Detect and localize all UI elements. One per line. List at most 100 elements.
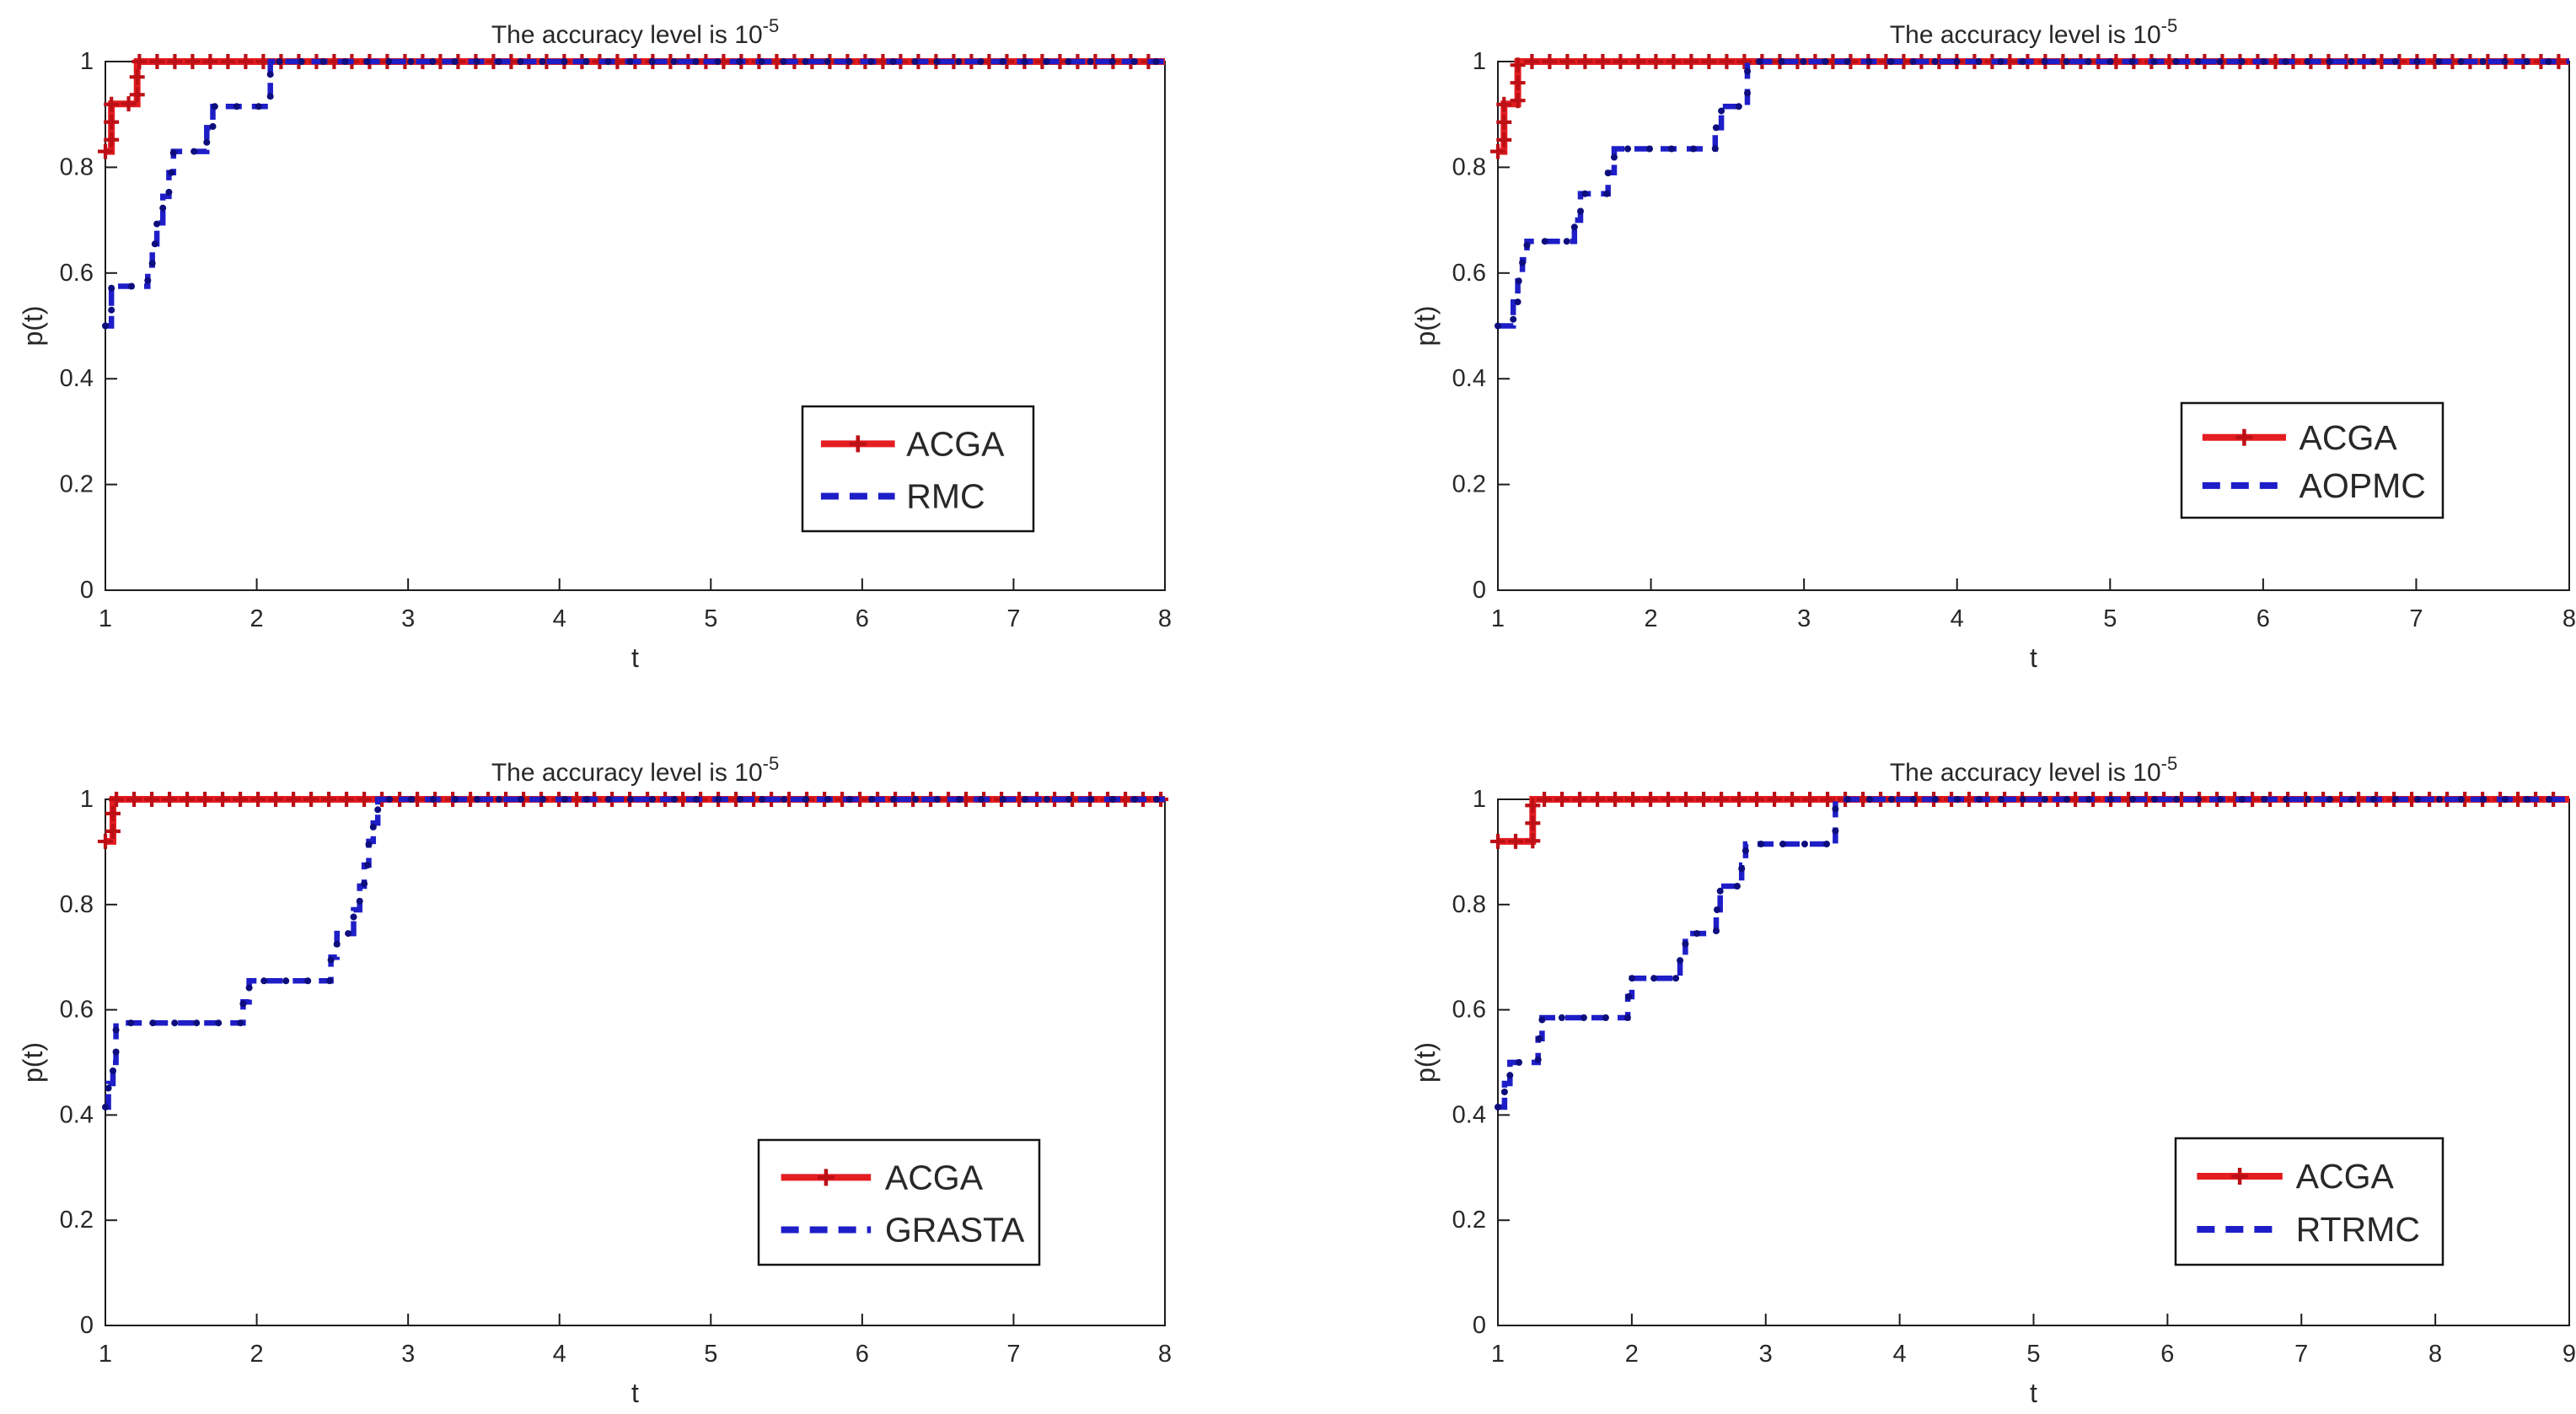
- dot-marker: [495, 58, 502, 65]
- dot-marker: [2546, 796, 2552, 803]
- plus-marker: [1736, 54, 1752, 69]
- plus-marker: [1625, 792, 1641, 807]
- plus-marker: [1537, 792, 1553, 807]
- dot-marker: [266, 93, 274, 100]
- dot-marker: [112, 1026, 120, 1034]
- x-tick-label: 1: [99, 1341, 112, 1368]
- dot-marker: [2239, 796, 2246, 803]
- dot-marker: [977, 58, 985, 65]
- dot-marker: [561, 796, 568, 803]
- y-tick-label: 1: [1473, 786, 1486, 813]
- dot-marker: [1577, 207, 1584, 215]
- y-tick-label: 0.2: [60, 471, 94, 498]
- dot-marker: [350, 913, 357, 921]
- dot-marker: [2502, 796, 2509, 803]
- plus-marker: [126, 792, 142, 807]
- dot-marker: [1778, 58, 1785, 65]
- plot-acga-vs-grasta: 1 2 3 4 5 6 7 8 0 0.2 0.4 0.6 0.8 1 The accuracy level…: [0, 707, 1288, 1414]
- dot-marker: [933, 58, 941, 65]
- y-tick-label: 0.2: [1452, 471, 1486, 498]
- dot-marker: [1733, 883, 1741, 890]
- plot-title: The accuracy level is 10-5: [491, 15, 779, 49]
- dot-marker: [1931, 58, 1939, 65]
- y-tick-label: 0.4: [1452, 1101, 1486, 1128]
- acga-line: [1498, 796, 2569, 845]
- dot-marker: [539, 58, 546, 65]
- plus-marker: [1524, 54, 1540, 69]
- dot-marker: [802, 58, 809, 65]
- dot-marker: [2217, 796, 2224, 803]
- dot-marker: [2523, 58, 2530, 65]
- dot-marker: [780, 58, 787, 65]
- x-tick-label: 6: [856, 1341, 869, 1368]
- plus-marker: [238, 54, 254, 69]
- plus-marker: [1510, 93, 1526, 109]
- dot-marker: [648, 58, 656, 65]
- y-tick-label: 0.8: [1452, 891, 1486, 918]
- dot-marker: [1758, 841, 1764, 847]
- dot-marker: [1087, 796, 1094, 803]
- dot-marker: [2195, 796, 2202, 803]
- dot-marker: [2019, 58, 2026, 65]
- competitor-line: [105, 796, 1165, 1110]
- dot-marker: [474, 796, 480, 803]
- plot-acga-vs-rmc: 1 2 3 4 5 6 7 8 0 0.2 0.4 0.6 0.8 1 The accuracy level…: [0, 0, 1288, 707]
- dot-marker: [2305, 796, 2311, 803]
- plus-marker: [144, 792, 160, 807]
- dot-marker: [1690, 145, 1697, 153]
- dot-marker: [1714, 906, 1720, 913]
- dot-marker: [1623, 1014, 1631, 1021]
- y-axis-label: p(t): [1410, 306, 1441, 347]
- series-rmc: [102, 58, 1165, 330]
- legend: ACGA GRASTA: [757, 1138, 1041, 1266]
- dot-marker: [911, 58, 919, 65]
- dot-marker: [802, 796, 809, 803]
- plus-marker: [1490, 143, 1505, 159]
- plus-marker: [233, 792, 249, 807]
- dot-marker: [715, 796, 722, 803]
- plus-marker: [1510, 75, 1526, 91]
- dot-marker: [276, 58, 283, 65]
- dot-marker: [365, 841, 373, 848]
- dot-marker: [1711, 145, 1719, 153]
- dot-marker: [1693, 930, 1701, 938]
- dot-marker: [1865, 58, 1873, 65]
- x-tick-label: 6: [2160, 1341, 2174, 1368]
- dot-marker: [108, 306, 115, 314]
- acga-line: [1498, 58, 2569, 155]
- dot-marker: [1843, 58, 1851, 65]
- x-tick-label: 7: [1006, 605, 1020, 632]
- plus-marker: [1630, 54, 1646, 69]
- dot-marker: [1044, 796, 1050, 803]
- x-tick-label: 4: [553, 1341, 566, 1368]
- dot-marker: [1953, 58, 1961, 65]
- plus-marker: [167, 54, 183, 69]
- dot-marker: [408, 796, 415, 803]
- plus-marker: [1595, 54, 1611, 69]
- dot-marker: [1650, 975, 1658, 982]
- plus-marker: [202, 54, 218, 69]
- dot-marker: [1519, 259, 1527, 266]
- plus-marker: [250, 792, 266, 807]
- plus-marker: [129, 69, 145, 85]
- dot-marker: [1541, 238, 1548, 245]
- dot-marker: [1109, 796, 1116, 803]
- x-tick-label: 9: [2563, 1341, 2576, 1368]
- plus-marker: [1820, 792, 1836, 807]
- x-tick-label: 8: [2563, 605, 2576, 632]
- dot-marker: [171, 1019, 179, 1027]
- dot-marker: [867, 58, 875, 65]
- dot-marker: [341, 58, 349, 65]
- dot-marker: [627, 796, 634, 803]
- dot-marker: [539, 796, 546, 803]
- dot-marker: [2524, 796, 2530, 803]
- dot-marker: [255, 103, 262, 110]
- dot-marker: [2129, 796, 2136, 803]
- series-rtrmc: [1495, 796, 2569, 1110]
- dot-marker: [2414, 796, 2421, 803]
- dot-marker: [1495, 322, 1501, 330]
- x-tick-label: 8: [1158, 605, 1172, 632]
- dot-marker: [2216, 58, 2224, 65]
- dot-marker: [1744, 89, 1751, 97]
